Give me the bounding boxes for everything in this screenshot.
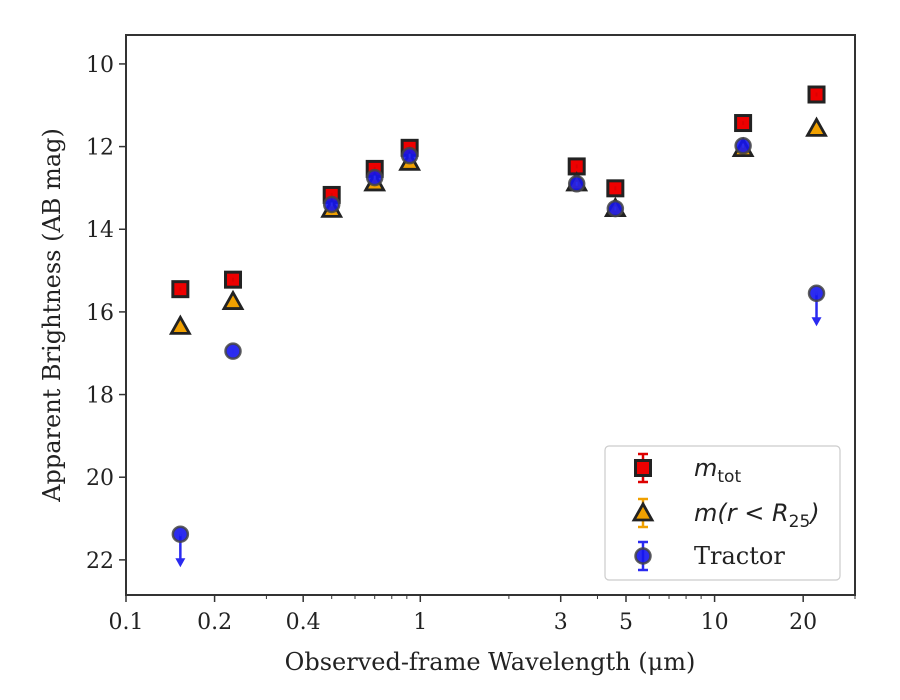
upper-limit-arrowhead xyxy=(811,317,822,327)
data-markers xyxy=(168,85,828,568)
y-tick-label: 22 xyxy=(86,549,114,574)
y-tick-label: 16 xyxy=(86,301,114,326)
y-tick-label: 10 xyxy=(86,53,114,78)
x-axis-label: Observed-frame Wavelength (μm) xyxy=(285,648,696,676)
legend: mtot m(r < R25) Tractor xyxy=(604,445,841,581)
y-tick-label: 18 xyxy=(86,384,114,409)
legend-label: mtot xyxy=(694,454,741,487)
series-circle xyxy=(171,137,826,568)
x-tick-label: 0.2 xyxy=(197,610,232,635)
x-tick-label: 20 xyxy=(789,610,817,635)
y-tick-label: 14 xyxy=(86,218,114,243)
x-tick-label: 10 xyxy=(701,610,729,635)
x-axis-ticks: 0.1 0.2 0.4 1 3 5 10 20 xyxy=(109,595,856,635)
legend-marker-triangle xyxy=(631,501,655,522)
x-tick-label: 5 xyxy=(619,610,633,635)
y-axis-ticks: 10 12 14 16 18 20 22 xyxy=(86,53,126,574)
legend-label: Tractor xyxy=(694,542,785,570)
x-tick-label: 3 xyxy=(554,610,568,635)
y-tick-label: 12 xyxy=(86,136,114,161)
y-axis-label: Apparent Brightness (AB mag) xyxy=(38,128,66,503)
legend-marker-square xyxy=(634,459,652,477)
legend-marker-circle xyxy=(634,547,652,565)
x-tick-label: 0.1 xyxy=(109,610,144,635)
series-triangle xyxy=(168,116,828,335)
plot-frame xyxy=(125,34,856,596)
legend-box xyxy=(604,445,841,581)
y-tick-label: 20 xyxy=(86,466,114,491)
x-tick-label: 1 xyxy=(413,610,427,635)
series-square xyxy=(171,85,826,299)
x-tick-label: 0.4 xyxy=(286,610,321,635)
upper-limit-arrowhead xyxy=(175,558,186,568)
legend-label: m(r < R25) xyxy=(694,499,820,532)
